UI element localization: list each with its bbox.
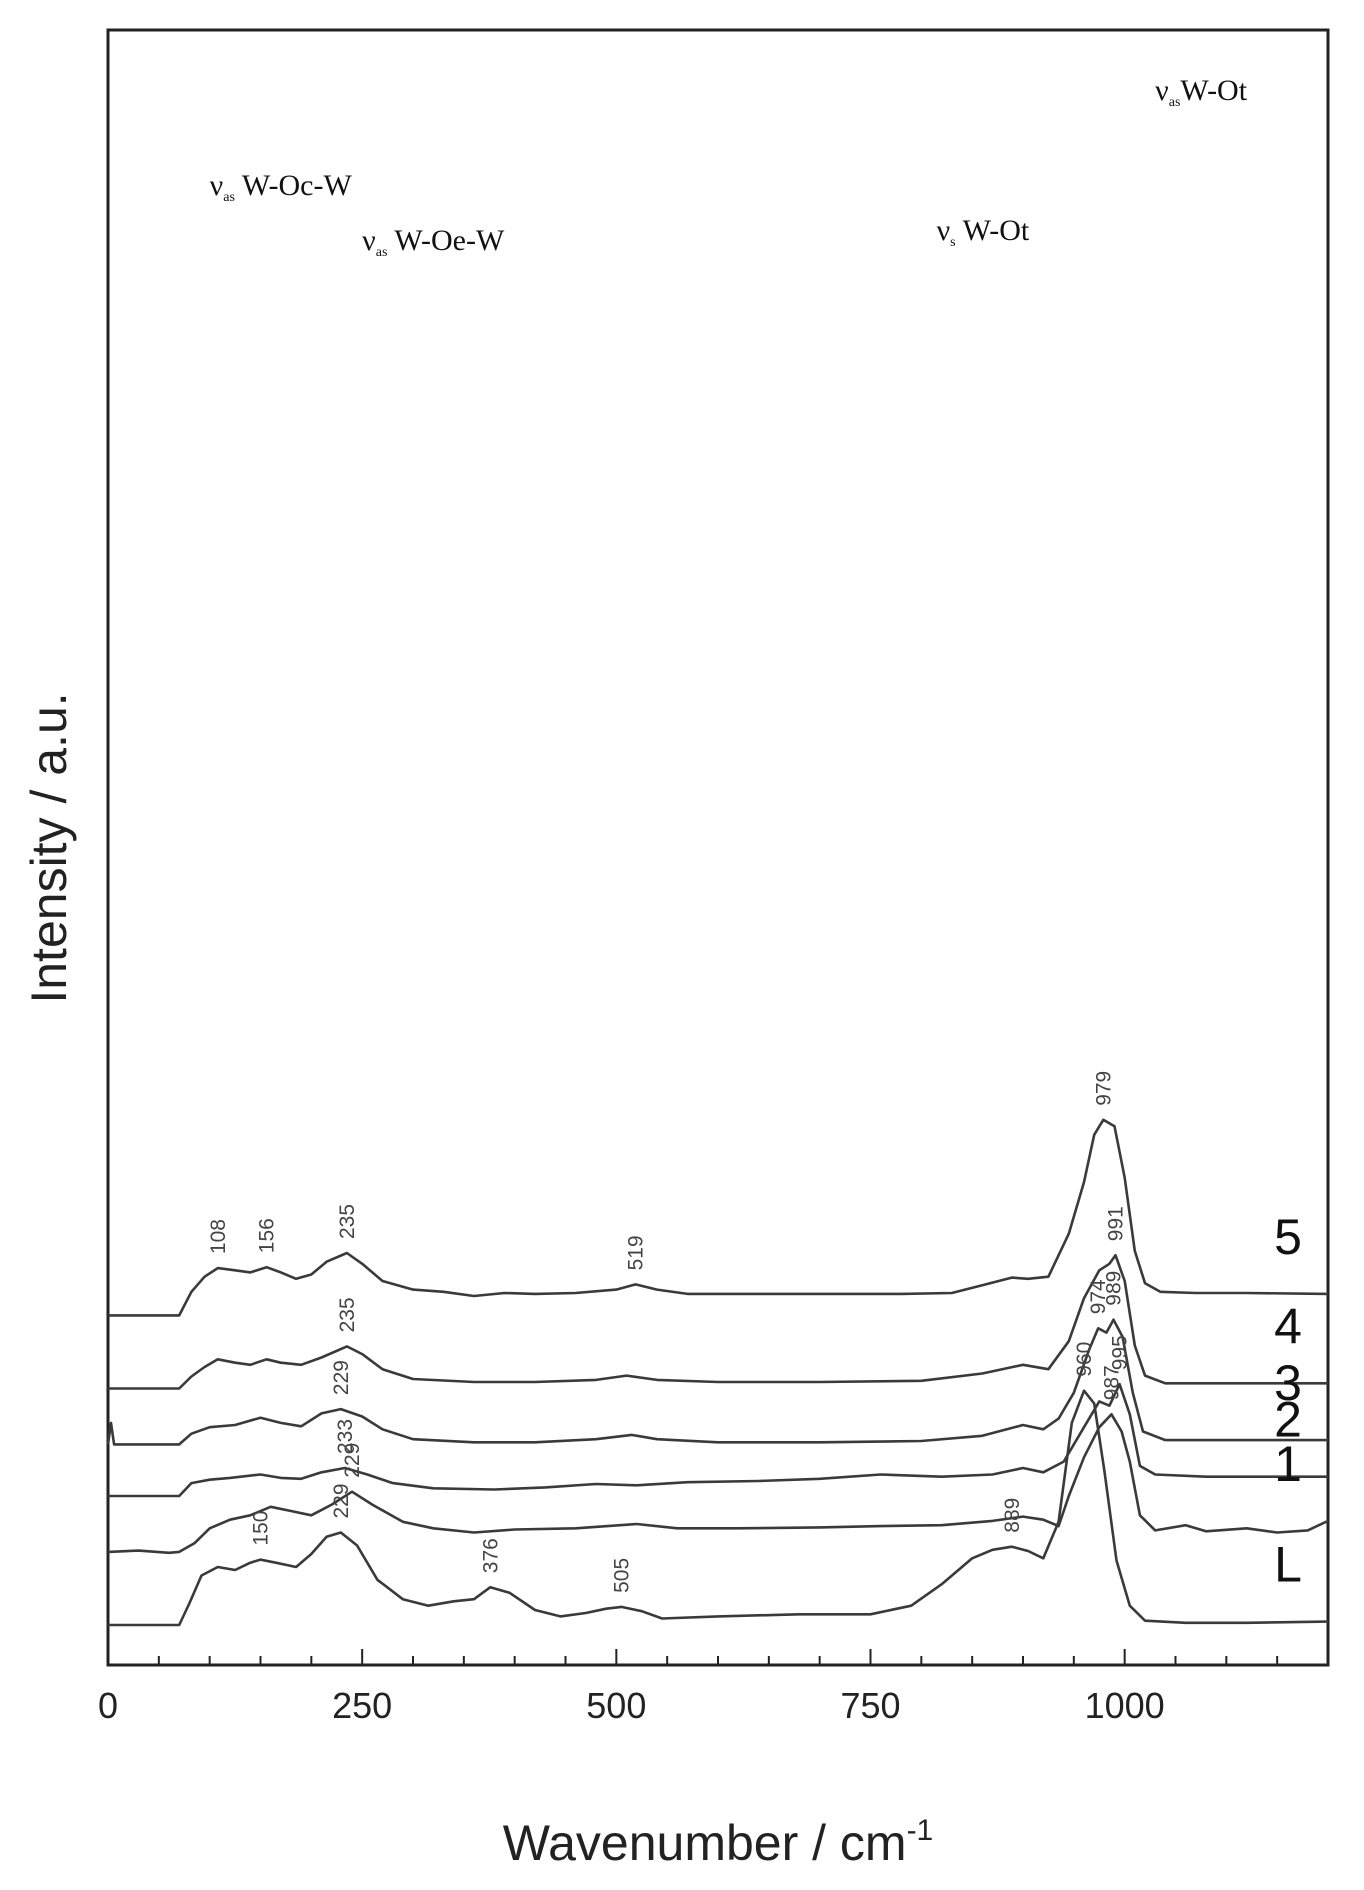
x-axis-title: Wavenumber / cm-1 xyxy=(503,1814,934,1871)
series-label-3: 3 xyxy=(1274,1355,1302,1411)
series-line-2 xyxy=(108,1382,1328,1498)
y-axis-title: Intensity / a.u. xyxy=(21,692,77,1003)
x-tick-label-750: 750 xyxy=(840,1685,900,1726)
series-line-5 xyxy=(108,1118,1329,1317)
x-tick-label-1000: 1000 xyxy=(1085,1685,1165,1726)
peak-label-5-519: 519 xyxy=(625,1235,648,1270)
band-annotation-1: νas W-Oc-W xyxy=(210,169,353,205)
peak-label-5-235: 235 xyxy=(336,1204,359,1239)
plot-frame xyxy=(106,28,1330,1667)
series-line-3 xyxy=(106,1318,1328,1446)
band-annotation-4: νasW-Ot xyxy=(1155,74,1248,110)
peak-label-3-229: 229 xyxy=(330,1360,353,1395)
peak-label-3-989: 989 xyxy=(1103,1271,1126,1306)
series-label-1: 1 xyxy=(1274,1436,1302,1492)
peak-label-1-229: 229 xyxy=(341,1443,364,1478)
peak-label-L-505: 505 xyxy=(610,1558,633,1593)
x-axis: 0 250 500 750 1000 xyxy=(98,1649,1329,1726)
peak-label-4-991: 991 xyxy=(1105,1206,1128,1241)
traces-layer xyxy=(106,1118,1329,1627)
peak-label-L-376: 376 xyxy=(479,1538,502,1573)
x-tick-label-250: 250 xyxy=(332,1685,392,1726)
series-line-L xyxy=(108,1389,1329,1627)
series-label-4: 4 xyxy=(1274,1298,1302,1354)
peak-label-2-995: 995 xyxy=(1109,1335,1132,1370)
peak-label-L-150: 150 xyxy=(250,1511,273,1546)
peak-label-L-960: 960 xyxy=(1073,1342,1096,1377)
peak-label-4-235: 235 xyxy=(336,1297,359,1332)
peak-label-5-108: 108 xyxy=(207,1219,230,1254)
band-annotation-3: νs W-Ot xyxy=(937,214,1030,250)
peak-label-5-156: 156 xyxy=(256,1218,279,1253)
x-axis-title-superscript: -1 xyxy=(907,1814,934,1847)
x-tick-label-0: 0 xyxy=(98,1685,118,1726)
series-label-2: 2 xyxy=(1274,1392,1302,1448)
series-line-1 xyxy=(107,1413,1329,1555)
peak-label-5-979: 979 xyxy=(1092,1071,1115,1106)
peak-label-3-974: 974 xyxy=(1087,1279,1110,1314)
series-label-L: L xyxy=(1274,1537,1302,1593)
peak-label-1-987: 987 xyxy=(1101,1365,1124,1400)
peak-label-L-889: 889 xyxy=(1001,1498,1024,1533)
x-tick-label-500: 500 xyxy=(586,1685,646,1726)
series-line-4 xyxy=(108,1253,1328,1390)
x-axis-title-text: Wavenumber / cm xyxy=(503,1815,907,1871)
peak-label-L-229: 229 xyxy=(330,1483,353,1518)
series-label-5: 5 xyxy=(1274,1209,1302,1265)
peak-label-2-233: 233 xyxy=(334,1419,357,1454)
band-annotation-2: νas W-Oe-W xyxy=(362,224,505,260)
